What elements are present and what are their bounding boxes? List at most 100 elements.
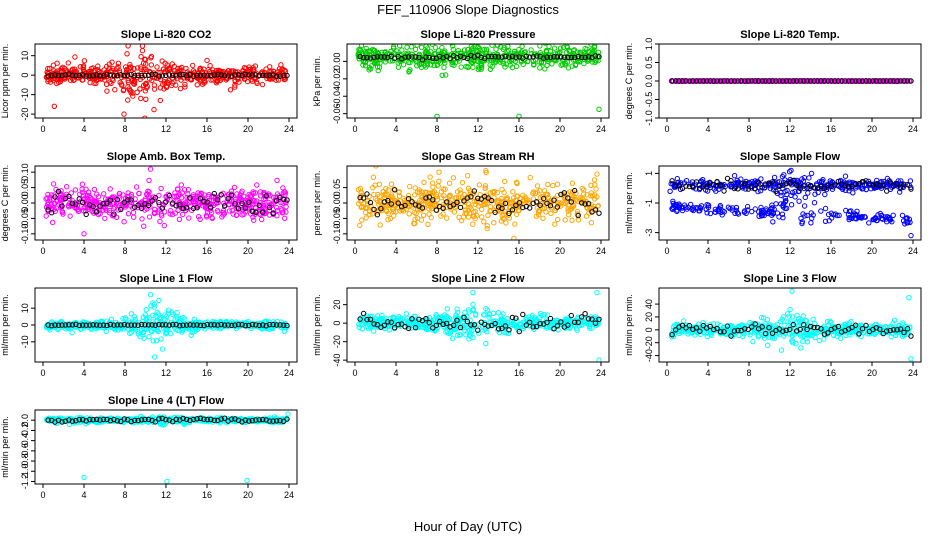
data-point (470, 334, 476, 341)
x-tick-label: 12 (161, 124, 171, 134)
data-point (444, 215, 450, 221)
data-point (778, 192, 784, 199)
data-point (513, 63, 520, 70)
data-point (567, 189, 573, 195)
data-point (111, 205, 117, 212)
data-point (588, 201, 594, 208)
data-point (470, 190, 477, 197)
y-axis-label: ml/min per min. (624, 172, 634, 234)
data-point (80, 199, 86, 206)
data-point (358, 189, 364, 196)
data-point (581, 191, 587, 197)
data-point (569, 63, 575, 69)
data-point (167, 331, 174, 337)
data-point (423, 54, 429, 60)
data-point (183, 73, 190, 79)
data-point (527, 205, 533, 211)
data-point (478, 196, 484, 202)
data-point (249, 322, 256, 328)
data-point (558, 319, 564, 325)
panel-title: Slope Line 2 Flow (432, 273, 525, 285)
data-point (738, 78, 744, 84)
panel-title: Slope Line 1 Flow (120, 273, 213, 285)
data-point (704, 210, 710, 216)
data-point (503, 330, 509, 336)
data-point (178, 77, 184, 83)
data-point (69, 200, 76, 207)
data-point (783, 78, 789, 84)
x-tick-label: 4 (81, 368, 86, 378)
data-point (502, 54, 509, 60)
data-point (596, 357, 602, 362)
data-point (440, 53, 446, 59)
data-point (467, 191, 473, 197)
data-point (467, 317, 473, 323)
data-point (377, 193, 383, 200)
data-point (233, 212, 240, 218)
data-point (274, 191, 281, 197)
data-point (173, 203, 179, 209)
data-point (157, 85, 164, 91)
data-point (433, 194, 440, 200)
data-point (582, 201, 588, 207)
y-tick-label: 0.00 (332, 53, 342, 71)
data-point (755, 188, 761, 195)
data-point (863, 178, 869, 184)
data-point (118, 81, 125, 87)
x-tick-label: 16 (514, 368, 524, 378)
data-point (266, 204, 273, 211)
data-point (45, 191, 51, 198)
data-point (235, 206, 242, 212)
data-point (530, 54, 536, 60)
data-point (800, 178, 807, 184)
data-point (441, 64, 447, 71)
points-group (356, 289, 602, 362)
data-point (457, 53, 464, 59)
points-group (668, 78, 914, 85)
data-point (582, 311, 588, 317)
data-point (517, 321, 523, 327)
x-tick-label: 8 (122, 368, 127, 378)
data-point (461, 54, 467, 61)
data-point (871, 216, 877, 223)
data-point (390, 206, 396, 213)
data-point (62, 72, 69, 78)
data-point (166, 77, 172, 84)
data-point (842, 173, 849, 179)
data-point (274, 213, 280, 219)
data-point (225, 196, 231, 202)
data-point (479, 206, 485, 213)
data-point (592, 207, 599, 213)
data-point (469, 50, 475, 56)
data-point (887, 78, 893, 84)
x-tick-label: 20 (555, 368, 565, 378)
data-point (64, 184, 70, 190)
data-point (90, 322, 96, 328)
data-point (129, 199, 135, 206)
data-point (82, 195, 88, 202)
data-point (166, 192, 173, 199)
data-point (811, 200, 818, 206)
data-point (717, 78, 724, 84)
data-point (464, 318, 471, 325)
data-point (138, 95, 144, 102)
points-group (355, 166, 602, 240)
data-point (253, 72, 259, 78)
data-point (280, 190, 287, 196)
data-point (426, 54, 432, 61)
data-point (820, 177, 826, 183)
data-point (392, 325, 398, 331)
data-point (357, 194, 363, 201)
data-point (826, 218, 832, 224)
data-point (95, 63, 101, 69)
data-point (279, 66, 286, 72)
data-point (48, 210, 55, 216)
data-point (523, 53, 529, 59)
data-point (742, 78, 748, 84)
data-point (360, 204, 366, 210)
data-point (576, 322, 582, 328)
data-point (73, 321, 79, 327)
data-point (231, 184, 238, 191)
data-point (499, 186, 505, 193)
data-point (703, 206, 709, 213)
